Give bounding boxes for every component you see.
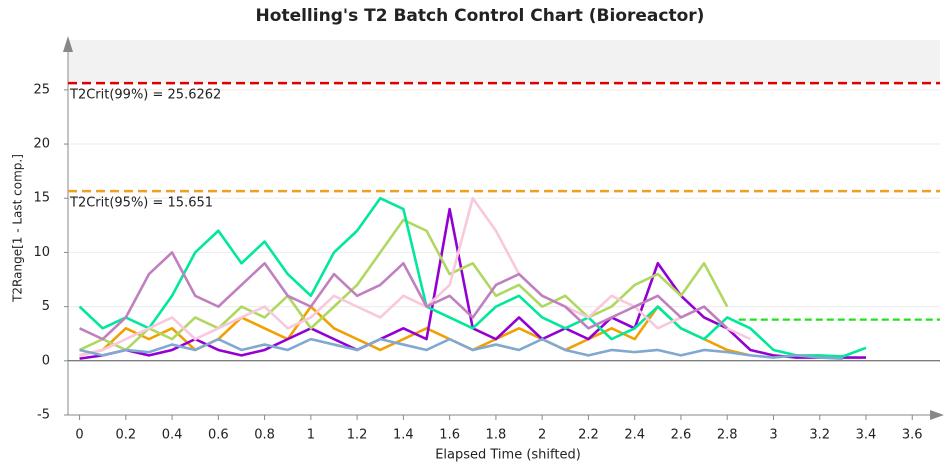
x-tick-label: 3.2: [809, 428, 830, 443]
x-tick-label: 0.2: [115, 428, 136, 443]
y-tick-label: 0: [42, 353, 50, 368]
x-tick-label: 2.8: [717, 428, 738, 443]
y-tick-label: 25: [33, 82, 50, 97]
x-tick-label: 3.4: [856, 428, 877, 443]
y-tick-label: 20: [33, 137, 50, 152]
x-tick-label: 1.6: [439, 428, 460, 443]
chart-title: Hotelling's T2 Batch Control Chart (Bior…: [256, 6, 705, 26]
x-tick-label: 1.2: [347, 428, 368, 443]
x-tick-label: 2.6: [671, 428, 692, 443]
x-tick-label: 0.6: [208, 428, 229, 443]
threshold-label: T2Crit(99%) = 25.6262: [69, 88, 221, 103]
x-tick-label: 2.2: [578, 428, 599, 443]
y-tick-label: -5: [37, 408, 50, 423]
x-tick-label: 3.6: [902, 428, 923, 443]
series-line: [79, 251, 729, 341]
x-tick-label: 1.8: [486, 428, 507, 443]
x-tick-label: 1: [307, 428, 315, 443]
x-tick-label: 2: [538, 428, 546, 443]
series-group: [78, 196, 867, 360]
series-line: [79, 337, 843, 360]
series-line: [78, 196, 867, 358]
x-tick-label: 3: [769, 428, 777, 443]
x-axis-arrow: [930, 410, 944, 420]
y-axis-arrow: [63, 36, 73, 52]
series-line: [79, 207, 866, 360]
x-tick-label: 0.4: [162, 428, 183, 443]
y-axis-label: T2Range[1 - Last comp.]: [11, 154, 25, 303]
out-of-control-band: [68, 40, 940, 84]
series-line: [79, 196, 751, 357]
y-tick-label: 5: [42, 299, 50, 314]
y-tick-label: 10: [33, 245, 50, 260]
x-tick-label: 0.8: [254, 428, 275, 443]
y-tick-label: 15: [33, 191, 50, 206]
x-axis-label: Elapsed Time (shifted): [435, 448, 581, 463]
x-tick-label: 0: [75, 428, 83, 443]
threshold-label: T2Crit(95%) = 15.651: [69, 196, 213, 211]
x-tick-label: 1.4: [393, 428, 414, 443]
x-tick-label: 2.4: [624, 428, 645, 443]
